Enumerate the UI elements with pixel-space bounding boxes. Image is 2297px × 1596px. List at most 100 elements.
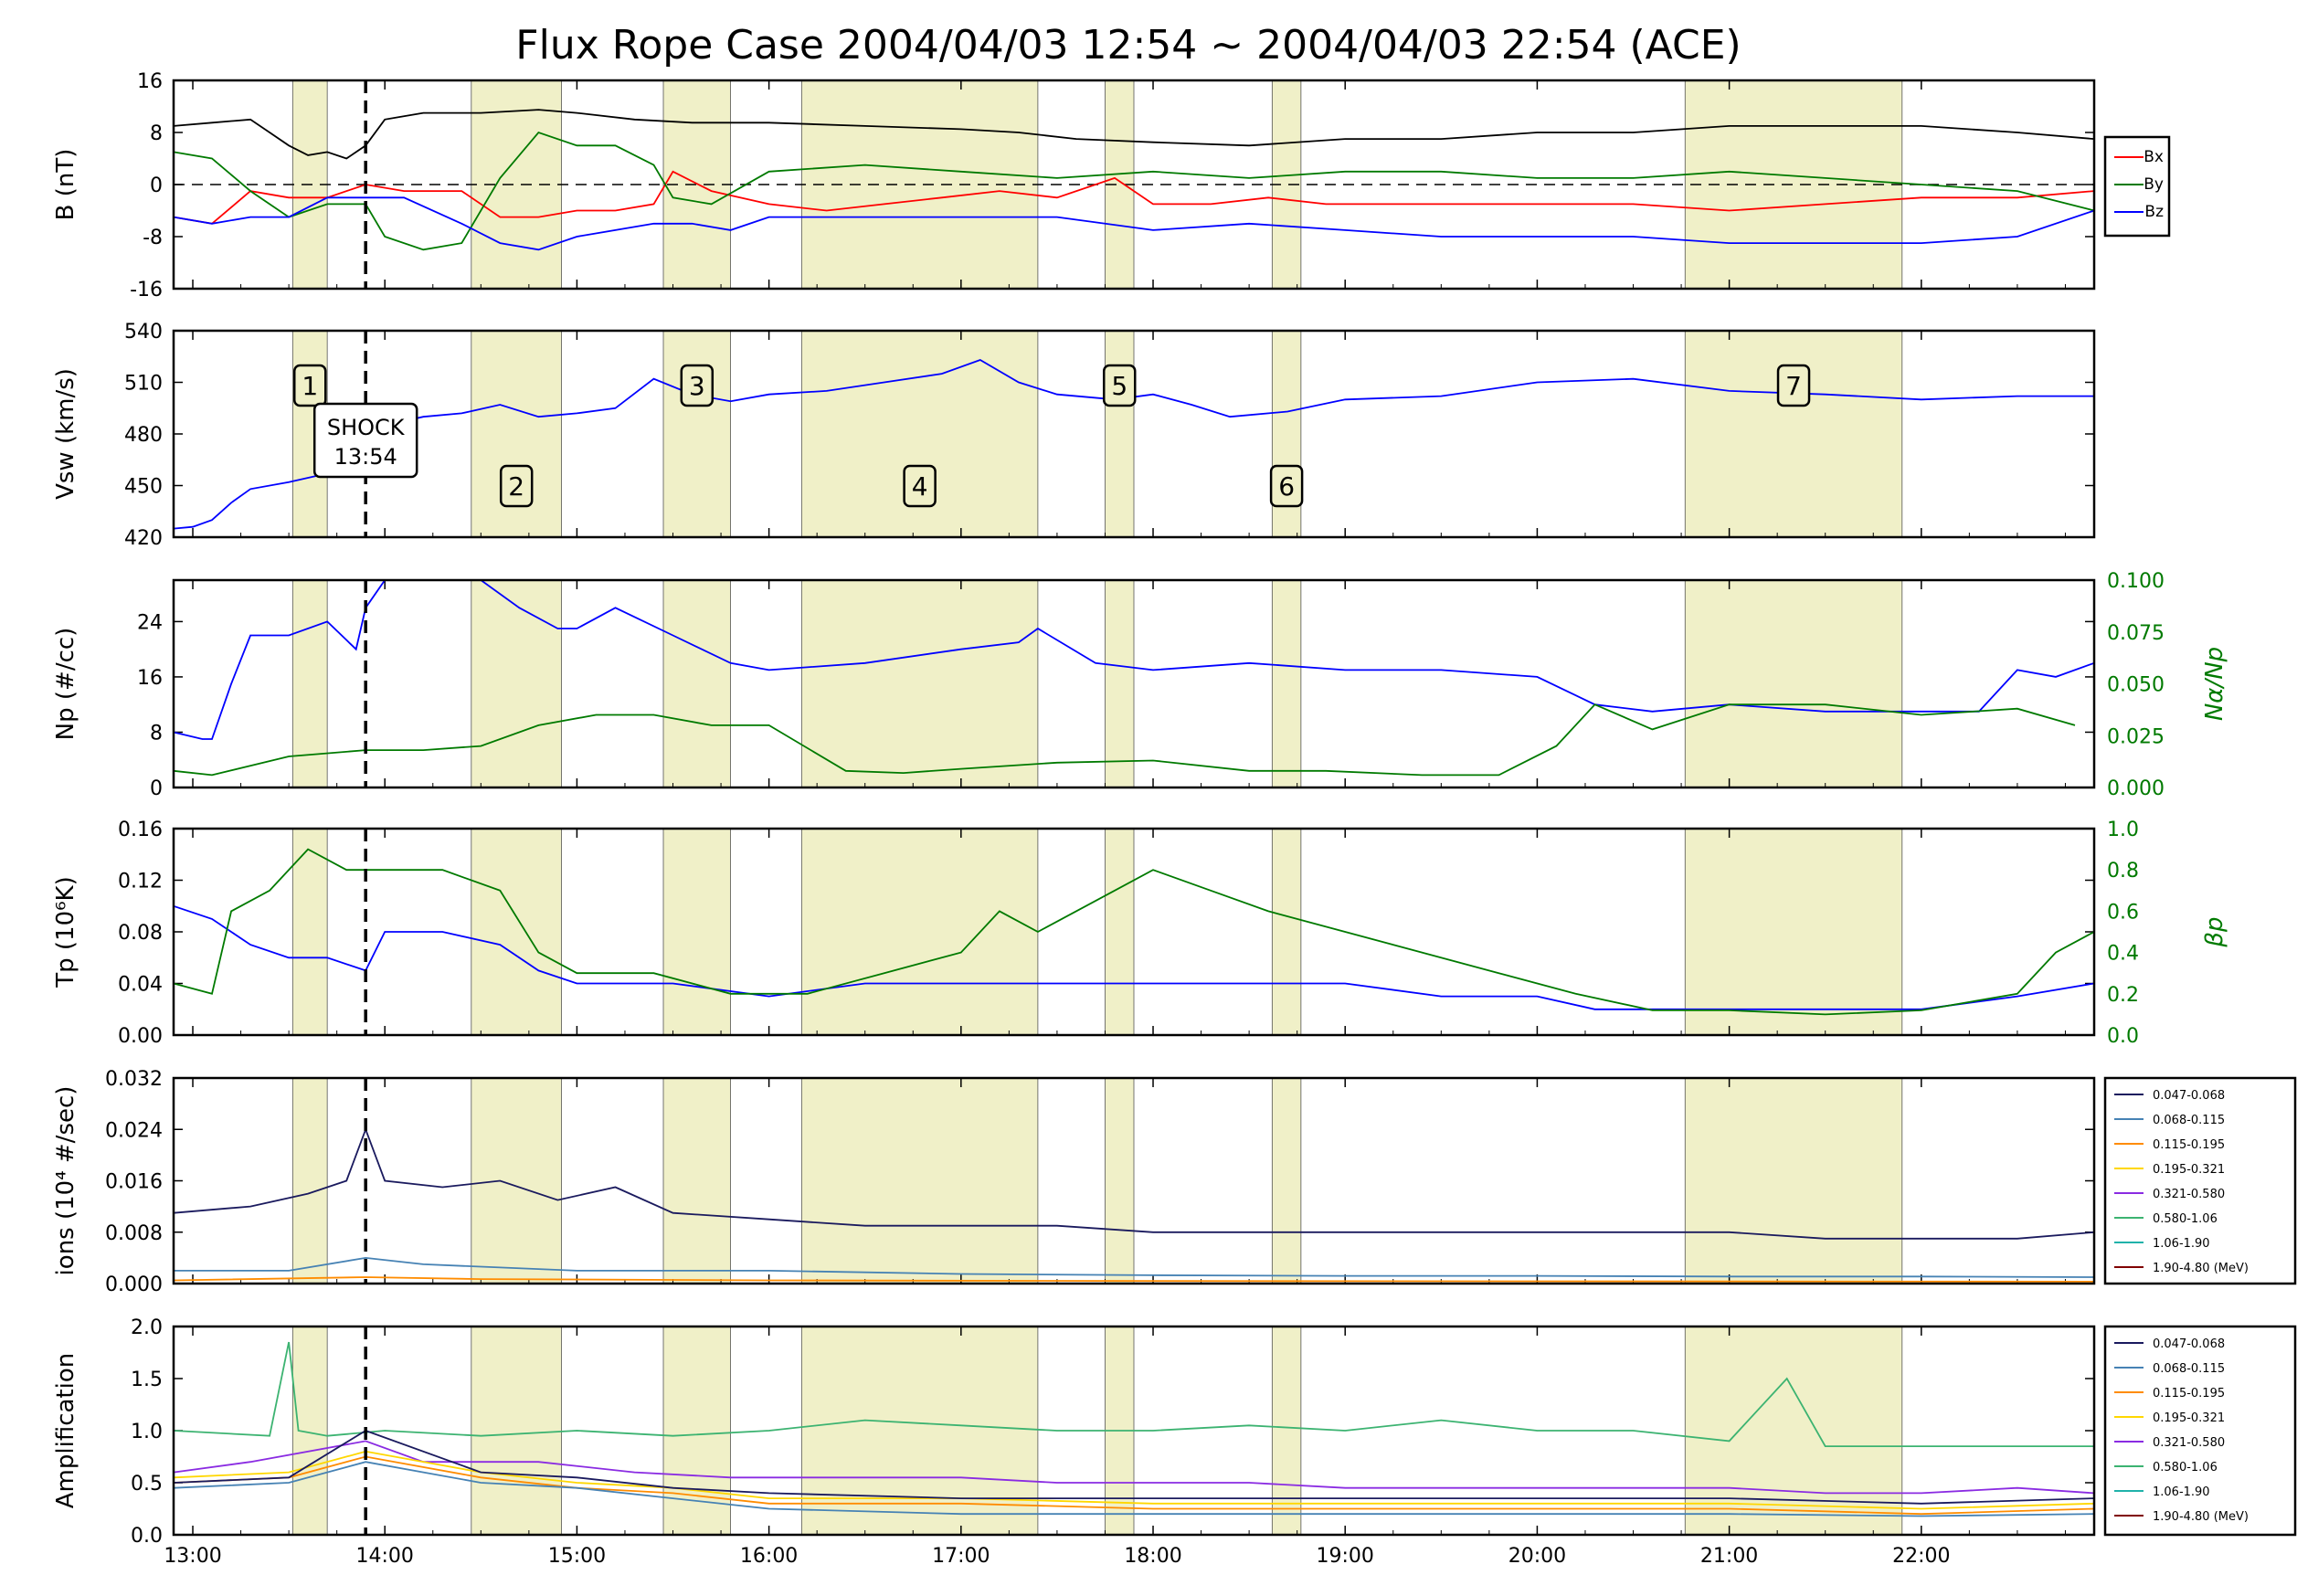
x-tick-label: 22:00: [1892, 1545, 1950, 1568]
y2-tick-label: 0.4: [2107, 943, 2139, 966]
region-label-text: 3: [689, 371, 705, 401]
region-label-box: [292, 364, 327, 407]
region-label-1: 1: [292, 364, 327, 407]
region-label-box: [499, 464, 534, 508]
series-line-Na-Np: [173, 703, 2076, 777]
shaded-region-6: [1271, 828, 1302, 1036]
panel-b-field: 16 8 0 -8 -16 B (nT) Bx By Bz: [52, 70, 2171, 301]
x-tick-label: 13:00: [164, 1545, 221, 1568]
x-tick-label: 15:00: [548, 1545, 606, 1568]
series-line-0-047-0-068: [173, 1430, 2095, 1505]
panel-np: 24 16 8 0 0.100 0.075 0.050 0.025 0.000 Nα/Np Np (…: [52, 570, 2228, 800]
x-tick-label: 16:00: [740, 1545, 798, 1568]
region-label-box: [1269, 464, 1304, 508]
y-tick-label: 1.0: [131, 1421, 163, 1443]
y2-tick-label: 1.0: [2107, 819, 2139, 841]
series-line-0-068-0-115: [174, 1256, 2095, 1278]
legend-label: 0.115-0.195: [2153, 1138, 2225, 1152]
region-label-text: 4: [912, 471, 928, 502]
x-tick-label: 20:00: [1508, 1545, 1566, 1568]
x-tick-label: 21:00: [1700, 1545, 1758, 1568]
shaded-region-2: [471, 1077, 563, 1284]
legend-label: 0.580-1.06: [2153, 1212, 2218, 1226]
legend-label: Bx: [2144, 148, 2164, 166]
shock-annotation: SHOCK 13:54: [312, 402, 418, 479]
legend-label: 1.90-4.80 (MeV): [2153, 1262, 2249, 1275]
y-axis-title: Tp (10⁶K): [52, 876, 79, 988]
y-tick-label: 24: [137, 611, 163, 634]
legend-label: 1.90-4.80 (MeV): [2153, 1510, 2249, 1524]
shaded-region-2: [471, 579, 563, 788]
y2-tick-label: 0.075: [2107, 622, 2165, 645]
panel-frame: [172, 827, 2096, 1037]
series-line-Tp: [173, 904, 2095, 1010]
region-label-6: 6: [1269, 464, 1304, 508]
y-tick-label: 0.024: [105, 1119, 163, 1142]
shaded-region-3: [662, 579, 731, 788]
panel-frame: [172, 79, 2096, 291]
legend-box: [2103, 1325, 2297, 1537]
shaded-region-7: [1684, 1077, 1903, 1284]
shaded-region-4: [800, 1077, 1039, 1284]
shaded-region-4: [800, 828, 1039, 1036]
legend-box: [2103, 1076, 2297, 1285]
shaded-region-7: [1684, 828, 1903, 1036]
x-tick-label: 19:00: [1317, 1545, 1374, 1568]
region-label-text: 1: [302, 371, 318, 401]
y-tick-label: 0.04: [118, 974, 163, 997]
shock-label-line2: 13:54: [334, 444, 397, 470]
shaded-region-3: [662, 330, 731, 538]
shaded-region-2: [471, 1326, 563, 1536]
series-line-0-580-1-06: [173, 1341, 2094, 1447]
region-label-box: [1776, 364, 1811, 407]
y2-tick-label: 0.8: [2107, 860, 2139, 883]
panel-vsw: 540 510 480 450 420 Vsw (km/s) 1 2 3 4 5 6 7 SHOCK 13:…: [52, 321, 2096, 550]
legend-label: 0.068-0.115: [2153, 1362, 2225, 1376]
shaded-region-1: [291, 828, 328, 1036]
legend-label: By: [2144, 175, 2164, 194]
region-label-text: 5: [1111, 371, 1127, 401]
legend-label: 0.195-0.321: [2153, 1163, 2225, 1177]
y-tick-label: 510: [124, 373, 163, 396]
legend-label: 1.06-1.90: [2153, 1485, 2210, 1499]
shaded-region-1: [291, 1077, 328, 1284]
region-label-box: [1102, 364, 1137, 407]
shaded-region-6: [1271, 1077, 1302, 1284]
x-tick-label: 17:00: [932, 1545, 990, 1568]
panel-ions: 0.032 0.024 0.016 0.008 0.000 ions (10⁴ #/sec…: [52, 1068, 2297, 1296]
series-line-Np: [173, 579, 2095, 740]
series-line-0-068-0-115: [173, 1461, 2095, 1517]
y-axis-title: Np (#/cc): [52, 628, 79, 741]
y-tick-label: 0.008: [105, 1222, 163, 1245]
legend-label: 0.115-0.195: [2153, 1387, 2225, 1400]
legend-label: 0.321-0.580: [2153, 1188, 2225, 1201]
y2-tick-label: 0.0: [2107, 1025, 2139, 1048]
y-tick-label: 0.12: [118, 871, 163, 893]
region-label-3: 3: [680, 364, 715, 407]
panel-amp: 2.0 1.5 1.0 0.5 0.0 Amplification 13:00 14:00 15…: [52, 1316, 2297, 1568]
region-label-text: 7: [1785, 371, 1802, 401]
y2-tick-label: 0.100: [2107, 570, 2165, 593]
shaded-region-6: [1271, 1326, 1302, 1536]
panel-tp: 0.16 0.12 0.08 0.04 0.00 1.0 0.8 0.6 0.4 0.2 0.0 βp…: [52, 819, 2228, 1048]
series-line-0-115-0-195: [173, 1455, 2095, 1516]
y2-axis-title: βp: [2201, 916, 2228, 947]
y-axis-title: Amplification: [52, 1353, 79, 1508]
y2-tick-label: 0.2: [2107, 984, 2139, 1007]
region-label-7: 7: [1776, 364, 1811, 407]
region-label-box: [903, 464, 937, 508]
y-tick-label: 8: [150, 122, 163, 145]
shaded-region-6: [1271, 579, 1302, 788]
shock-label-line1: SHOCK: [327, 415, 406, 440]
y-tick-label: 1.5: [131, 1369, 163, 1391]
y-tick-label: 0.0: [131, 1525, 163, 1548]
y-tick-label: 0.000: [105, 1274, 163, 1296]
y-tick-label: 450: [124, 476, 163, 499]
shaded-region-7: [1684, 579, 1903, 788]
y-tick-label: 0.5: [131, 1473, 163, 1496]
y-tick-label: 16: [137, 667, 163, 690]
shaded-region-3: [662, 1077, 731, 1284]
y-tick-label: 0.16: [118, 819, 163, 841]
